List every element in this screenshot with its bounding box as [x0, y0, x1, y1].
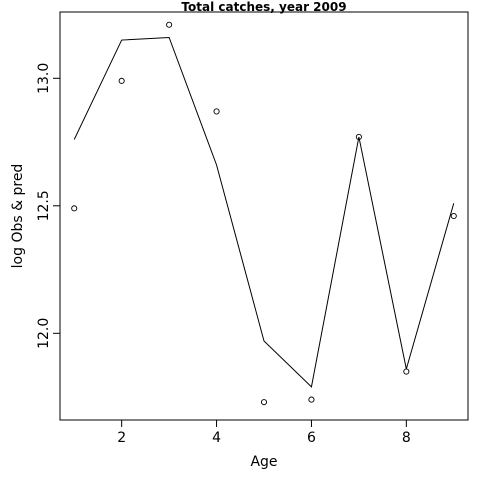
observed-point	[118, 77, 125, 84]
observed-point	[308, 396, 315, 403]
x-tick-label: 8	[402, 430, 411, 446]
x-tick-label: 2	[117, 430, 126, 446]
y-tick-label: 12.5	[36, 190, 52, 221]
x-axis: 2 4 6 8	[117, 419, 411, 446]
predicted-line	[73, 36, 455, 388]
observed-point	[71, 205, 78, 212]
observed-point	[355, 133, 362, 140]
observed-points-series	[71, 21, 457, 406]
x-tick-label: 6	[307, 430, 316, 446]
chart-title: Total catches, year 2009	[181, 0, 346, 14]
y-tick-label: 13.0	[36, 63, 52, 94]
x-tick-label: 4	[212, 430, 221, 446]
observed-point	[403, 368, 410, 375]
y-tick-label: 12.0	[36, 318, 52, 349]
predicted-line-series	[73, 36, 455, 388]
observed-point	[213, 108, 220, 115]
x-axis-label: Age	[250, 454, 277, 470]
observed-point	[450, 212, 457, 220]
y-axis: 12.0 12.5 13.0	[36, 63, 61, 349]
observed-point	[260, 399, 268, 406]
observed-point	[166, 21, 173, 28]
y-axis-label: log Obs & pred	[10, 164, 26, 269]
